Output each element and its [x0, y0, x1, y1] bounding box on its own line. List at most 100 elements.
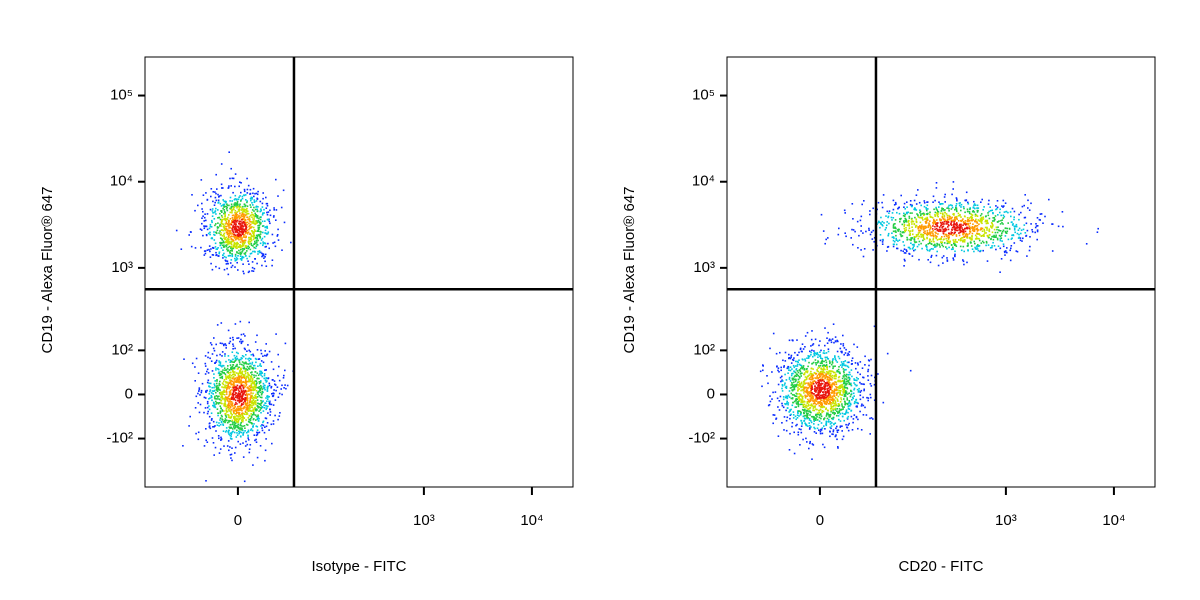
event-dot [998, 229, 1000, 231]
event-dot [255, 434, 258, 437]
event-dot [229, 211, 231, 214]
event-dot [255, 236, 258, 239]
event-dot [233, 416, 236, 419]
event-dot [243, 230, 246, 232]
event-dot [966, 245, 969, 247]
event-dot [249, 197, 252, 200]
event-dot [244, 403, 247, 405]
event-dot [945, 246, 947, 248]
event-dot [818, 366, 821, 369]
event-dot [224, 418, 227, 420]
event-dot [261, 202, 264, 205]
event-dot [244, 236, 247, 239]
event-dot [870, 374, 873, 377]
event-dot [225, 375, 227, 377]
event-dot [243, 425, 246, 427]
event-dot [926, 209, 928, 212]
event-dot [912, 246, 914, 249]
event-dot [859, 219, 862, 222]
event-dot [252, 353, 254, 356]
event-dot [242, 434, 244, 436]
event-dot [232, 364, 234, 366]
event-dot [839, 391, 841, 394]
event-dot [260, 209, 262, 212]
event-dot [240, 258, 243, 260]
event-dot [220, 225, 223, 227]
event-dot [242, 398, 245, 400]
event-dot [207, 232, 210, 235]
event-dot [225, 416, 228, 418]
event-dot [836, 369, 838, 372]
event-dot [236, 434, 239, 436]
event-dot [220, 396, 222, 399]
event-dot [267, 405, 269, 408]
event-dot [266, 388, 269, 391]
event-dot [219, 423, 222, 426]
event-dot [260, 349, 262, 352]
event-dot [251, 214, 253, 216]
event-dot [980, 242, 983, 244]
event-dot [790, 386, 793, 389]
event-dot [806, 387, 808, 389]
event-dot [968, 210, 971, 213]
event-dot [829, 415, 831, 417]
event-dot [232, 386, 235, 389]
event-dot [257, 253, 259, 255]
event-dot [798, 393, 801, 395]
event-dot [871, 238, 874, 240]
event-dot [248, 448, 251, 450]
event-dot [241, 207, 243, 210]
event-dot [1003, 211, 1006, 213]
event-dot [827, 397, 830, 400]
event-dot [817, 423, 820, 426]
event-dot [1021, 240, 1023, 242]
event-dot [234, 426, 237, 429]
event-dot [252, 232, 254, 234]
event-dot [280, 206, 283, 209]
event-dot [810, 353, 812, 356]
event-dot [223, 246, 225, 248]
event-dot [213, 204, 216, 206]
event-dot [906, 224, 909, 227]
event-dot [208, 382, 210, 385]
event-dot [812, 383, 815, 385]
event-dot [229, 218, 232, 220]
event-dot [792, 384, 795, 387]
event-dot [258, 382, 261, 385]
event-dot [814, 359, 817, 361]
event-dot [240, 342, 243, 345]
event-dot [941, 241, 944, 243]
event-dot [818, 374, 821, 376]
event-dot [855, 405, 858, 408]
event-dot [251, 404, 253, 407]
event-dot [234, 218, 237, 220]
event-dot [828, 338, 831, 341]
event-dot [996, 228, 998, 231]
event-dot [235, 410, 238, 412]
event-dot [907, 229, 910, 232]
event-dot [261, 214, 264, 216]
event-dot [805, 423, 808, 426]
event-dot [234, 257, 236, 260]
event-dot [815, 389, 817, 392]
event-dot [829, 362, 831, 365]
event-dot [235, 231, 237, 234]
event-dot [834, 412, 836, 414]
event-dot [783, 365, 785, 367]
event-dot [829, 400, 831, 403]
event-dot [248, 407, 251, 410]
event-dot [814, 338, 817, 341]
event-dot [238, 432, 240, 435]
event-dot [768, 404, 771, 406]
event-dot [243, 210, 245, 213]
event-dot [837, 447, 839, 449]
event-dot [246, 371, 249, 374]
event-dot [817, 402, 819, 405]
event-dot [259, 363, 262, 365]
event-dot [941, 212, 944, 215]
event-dot [795, 398, 797, 400]
event-dot [255, 393, 257, 396]
event-dot [795, 393, 798, 395]
event-dot [244, 362, 246, 365]
event-dot [232, 358, 234, 361]
